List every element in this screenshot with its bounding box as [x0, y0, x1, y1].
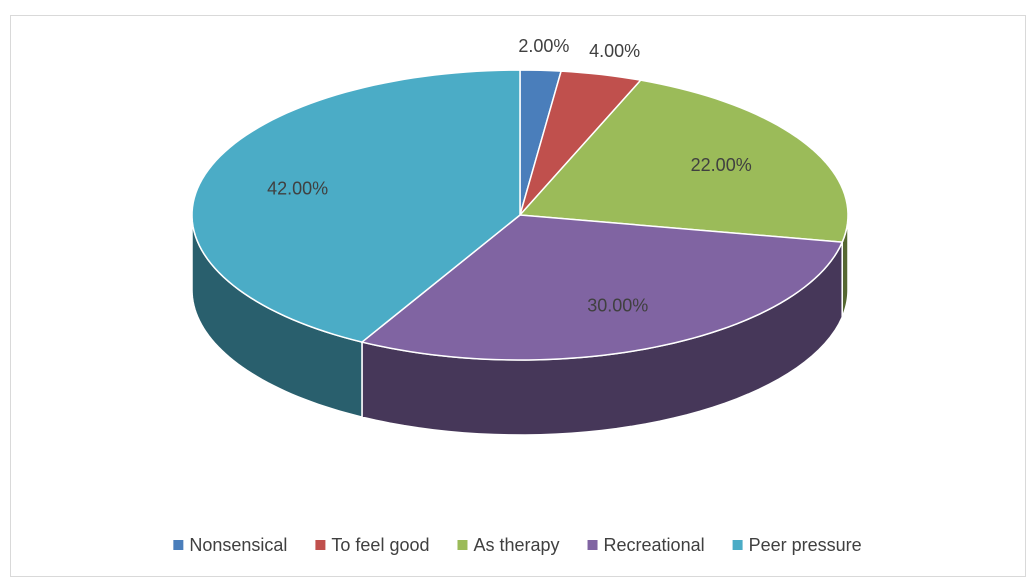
pie-tops: [191, 69, 849, 361]
legend-item: To feel good: [315, 535, 429, 555]
legend-item: As therapy: [457, 535, 560, 555]
data-label: 4.00%: [589, 41, 640, 61]
legend-item: Peer pressure: [732, 535, 862, 555]
pie-slice: [519, 70, 643, 216]
legend-swatch: [457, 540, 468, 550]
legend-item: Nonsensical: [173, 535, 287, 555]
pie-slice: [191, 69, 521, 343]
legend: Nonsensical To feel good As therapy Recreat…: [173, 535, 862, 555]
data-label: 42.00%: [267, 179, 328, 199]
legend-label: To feel good: [331, 535, 429, 555]
legend-label: Recreational: [604, 535, 705, 555]
legend-item: Recreational: [587, 535, 705, 555]
legend-swatch: [315, 540, 326, 550]
pie-slice: [518, 79, 849, 243]
legend-swatch: [587, 540, 598, 550]
data-label: 22.00%: [691, 155, 752, 175]
legend-label: Peer pressure: [749, 535, 862, 555]
pie-slice: [360, 214, 844, 361]
legend-label: Nonsensical: [189, 535, 287, 555]
legend-swatch: [732, 540, 743, 550]
data-label: 2.00%: [518, 36, 569, 56]
legend-swatch: [173, 540, 184, 550]
legend-label: As therapy: [473, 535, 559, 555]
data-labels: 2.00% 4.00% 22.00% 30.00% 42.00%: [267, 36, 752, 316]
data-label: 30.00%: [587, 296, 648, 316]
pie-sides: [191, 214, 849, 436]
